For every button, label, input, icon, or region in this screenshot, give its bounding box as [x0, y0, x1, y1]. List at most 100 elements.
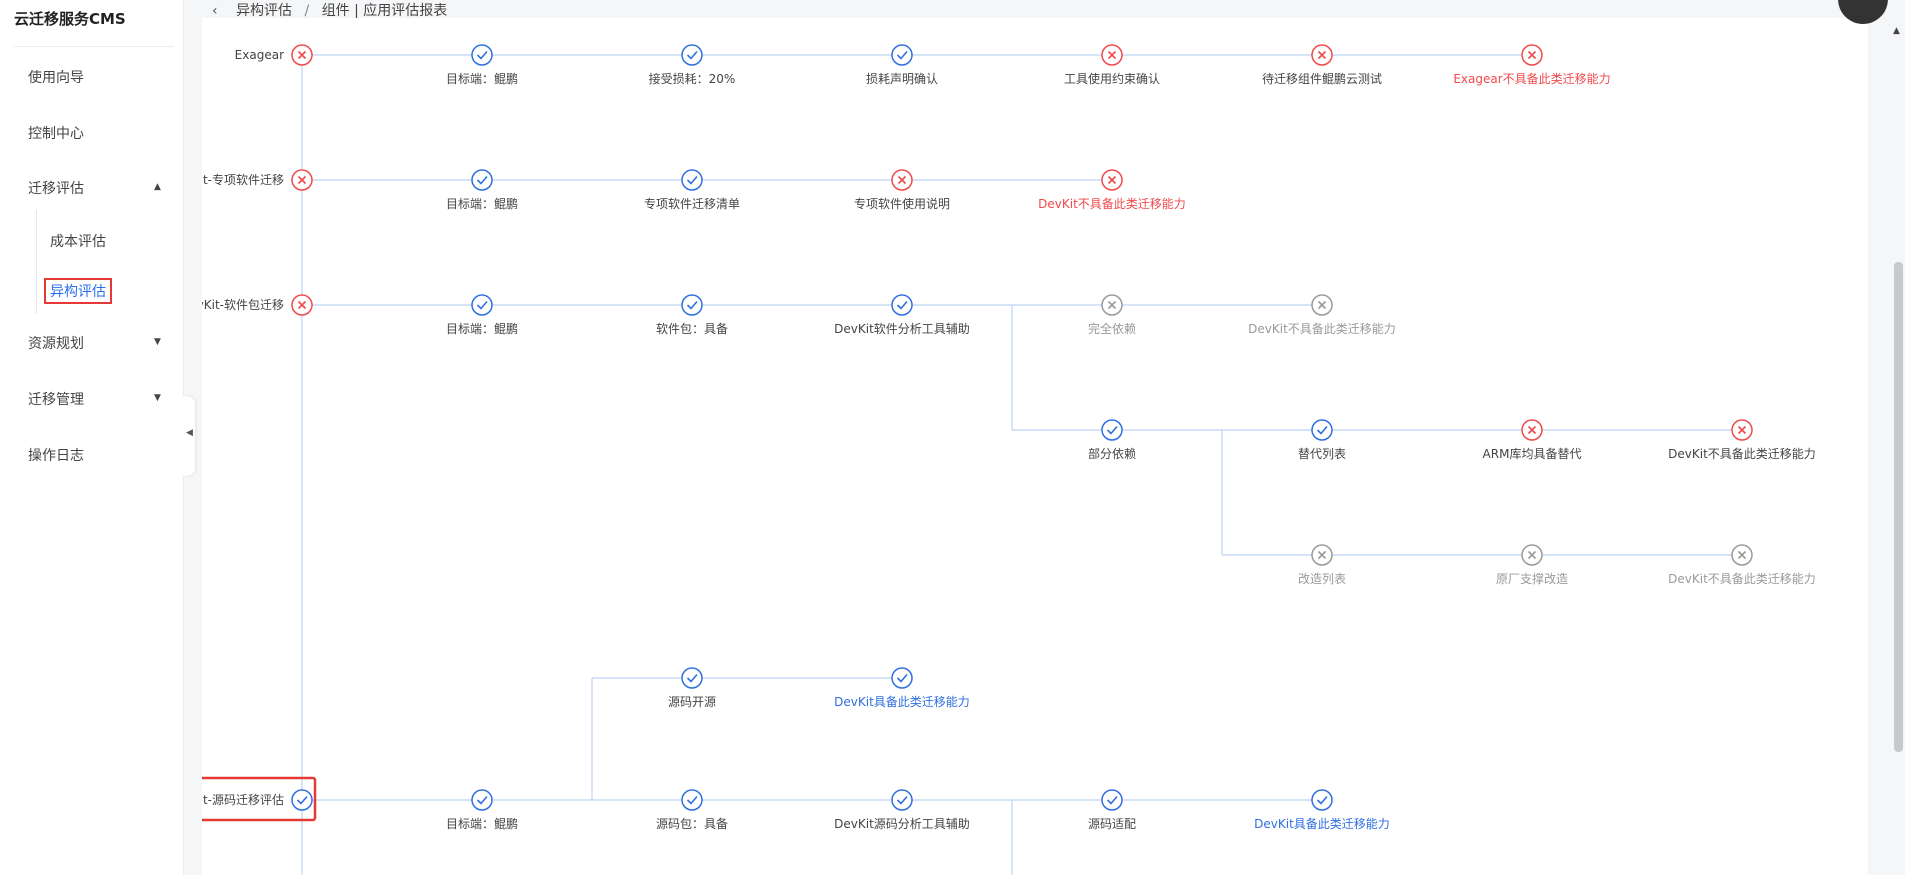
check-circle-icon[interactable] [1101, 419, 1123, 441]
node-label: DevKit不具备此类迁移能力 [1668, 572, 1816, 586]
check-circle-icon[interactable] [681, 169, 703, 191]
check-mark-icon [686, 300, 698, 310]
cross-mark-icon [1737, 425, 1747, 435]
node-label: DevKit不具备此类迁移能力 [1668, 447, 1816, 461]
check-mark-icon [1316, 795, 1328, 805]
check-mark-icon [686, 673, 698, 683]
check-circle-icon[interactable] [471, 44, 493, 66]
check-circle-icon[interactable] [681, 667, 703, 689]
breadcrumb-current: 组件 | 应用评估报表 [321, 3, 448, 19]
breadcrumb: ‹ 异构评估 / 组件 | 应用评估报表 [212, 0, 447, 20]
sidebar-item-operation-log[interactable]: 操作日志 [28, 448, 84, 464]
check-circle-icon[interactable] [891, 294, 913, 316]
cross-mark-icon [1107, 300, 1117, 310]
chevron-down-icon[interactable]: ▼ [154, 337, 161, 347]
check-mark-icon [896, 795, 908, 805]
cross-mark-icon [297, 175, 307, 185]
node-label: 目标端：鲲鹏 [446, 817, 518, 831]
node-label: ARM库均具备替代 [1483, 446, 1582, 461]
sidebar-item-guide[interactable]: 使用向导 [28, 70, 84, 86]
back-icon[interactable]: ‹ [212, 3, 218, 19]
node-label: DevKit源码分析工具辅助 [834, 817, 970, 831]
check-circle-icon[interactable] [891, 789, 913, 811]
node-label: Exagear不具备此类迁移能力 [1453, 72, 1610, 86]
node-label: 接受损耗：20% [649, 71, 736, 86]
chevron-up-icon[interactable]: ▲ [154, 182, 161, 192]
cross-mark-icon [1737, 550, 1747, 560]
branch-root-label: DevKit-专项软件迁移 [202, 172, 284, 187]
check-circle-icon[interactable] [681, 789, 703, 811]
check-circle-icon[interactable] [471, 169, 493, 191]
check-circle-icon[interactable] [681, 44, 703, 66]
branch-root-label: DevKit-软件包迁移 [202, 298, 284, 312]
cross-mark-icon [1527, 425, 1537, 435]
breadcrumb-heterogeneous[interactable]: 异构评估 [236, 3, 293, 19]
check-circle-icon[interactable] [1311, 419, 1333, 441]
cross-mark-icon [1317, 550, 1327, 560]
sidebar-item-migration-assessment[interactable]: 迁移评估 [28, 181, 84, 197]
node-label: 目标端：鲲鹏 [446, 72, 518, 86]
node-label: DevKit不具备此类迁移能力 [1248, 322, 1396, 336]
check-circle-icon[interactable] [681, 294, 703, 316]
node-label: 部分依赖 [1088, 446, 1136, 461]
brand-divider [14, 46, 174, 47]
check-mark-icon [476, 175, 488, 185]
scroll-up-icon[interactable]: ▲ [1893, 26, 1900, 36]
submenu-guide-line [36, 210, 37, 314]
cross-mark-icon [1317, 300, 1327, 310]
chevron-down-icon[interactable]: ▼ [154, 393, 161, 403]
node-label: 完全依赖 [1088, 321, 1136, 336]
cross-mark-icon [1317, 50, 1327, 60]
check-circle-icon[interactable] [1311, 789, 1333, 811]
check-mark-icon [686, 50, 698, 60]
scrollbar-thumb[interactable] [1894, 262, 1903, 752]
node-label: DevKit不具备此类迁移能力 [1038, 197, 1186, 211]
collapse-left-icon: ◀ [186, 428, 193, 438]
check-circle-icon[interactable] [471, 294, 493, 316]
node-label: 源码开源 [668, 695, 716, 709]
evaluation-report-panel: Exagear 目标端：鲲鹏 接受损耗：20% 损耗声明确认 工具使用约束确认 待迁移组件… [202, 18, 1868, 875]
sidebar-item-resource-planning[interactable]: 资源规划 [28, 336, 84, 352]
check-circle-icon[interactable] [1101, 789, 1123, 811]
node-label: 源码包：具备 [656, 817, 728, 831]
node-label: DevKit软件分析工具辅助 [834, 322, 970, 336]
check-mark-icon [1106, 795, 1118, 805]
sidebar-subitem-heterogeneous[interactable]: 异构评估 [44, 278, 112, 304]
cross-mark-icon [297, 50, 307, 60]
cross-mark-icon [1107, 175, 1117, 185]
highlight-box [202, 776, 317, 822]
check-circle-icon[interactable] [891, 667, 913, 689]
check-mark-icon [476, 795, 488, 805]
check-mark-icon [1106, 425, 1118, 435]
check-mark-icon [686, 795, 698, 805]
node-label: 替代列表 [1298, 447, 1346, 461]
cross-mark-icon [1107, 50, 1117, 60]
node-label: 目标端：鲲鹏 [446, 322, 518, 336]
check-circle-icon[interactable] [291, 789, 313, 811]
check-mark-icon [476, 300, 488, 310]
app-title: 云迁移服务CMS [14, 10, 126, 28]
cross-mark-icon [1527, 550, 1537, 560]
check-mark-icon [1316, 425, 1328, 435]
node-label: DevKit具备此类迁移能力 [834, 695, 970, 709]
node-label: DevKit具备此类迁移能力 [1254, 817, 1390, 831]
node-label: 损耗声明确认 [866, 72, 938, 86]
cross-mark-icon [297, 300, 307, 310]
check-circle-icon[interactable] [471, 789, 493, 811]
node-label: 专项软件迁移清单 [644, 196, 740, 211]
branch-root-label: DevKit-源码迁移评估 [202, 793, 284, 807]
node-label: 目标端：鲲鹏 [446, 197, 518, 211]
node-label: 专项软件使用说明 [854, 196, 950, 211]
breadcrumb-separator: / [304, 3, 310, 19]
node-label: 原厂支撑改造 [1496, 571, 1568, 586]
sidebar-item-control-center[interactable]: 控制中心 [28, 126, 84, 142]
sidebar-item-migration-management[interactable]: 迁移管理 [28, 392, 84, 408]
branch-root-label: Exagear [235, 48, 284, 62]
check-circle-icon[interactable] [891, 44, 913, 66]
evaluation-flow-diagram: Exagear 目标端：鲲鹏 接受损耗：20% 损耗声明确认 工具使用约束确认 待迁移组件… [202, 44, 1816, 875]
check-mark-icon [896, 50, 908, 60]
sidebar-collapse-toggle[interactable]: ◀ [183, 396, 195, 476]
check-mark-icon [296, 795, 308, 805]
cross-mark-icon [897, 175, 907, 185]
sidebar-subitem-cost[interactable]: 成本评估 [50, 234, 106, 250]
